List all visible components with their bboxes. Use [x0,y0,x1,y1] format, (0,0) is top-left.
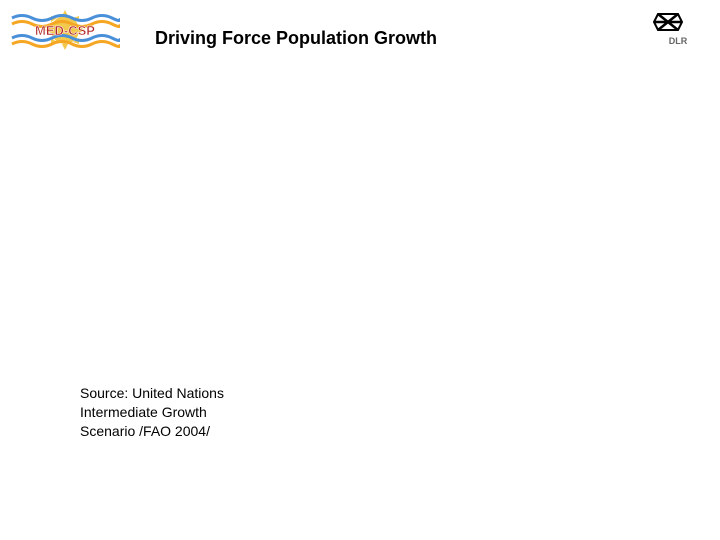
page-title: Driving Force Population Growth [155,28,437,49]
dlr-logo: DLR [648,8,708,48]
svg-text:MED-CSP: MED-CSP [35,23,95,38]
source-line-1: Source: United Nations [80,384,224,403]
header: MED-CSP Driving Force Population Growth … [0,0,720,60]
svg-text:DLR: DLR [669,36,688,46]
source-line-2: Intermediate Growth [80,403,224,422]
source-line-3: Scenario /FAO 2004/ [80,422,224,441]
source-citation: Source: United Nations Intermediate Grow… [80,384,224,441]
medcsp-logo: MED-CSP [10,8,120,53]
